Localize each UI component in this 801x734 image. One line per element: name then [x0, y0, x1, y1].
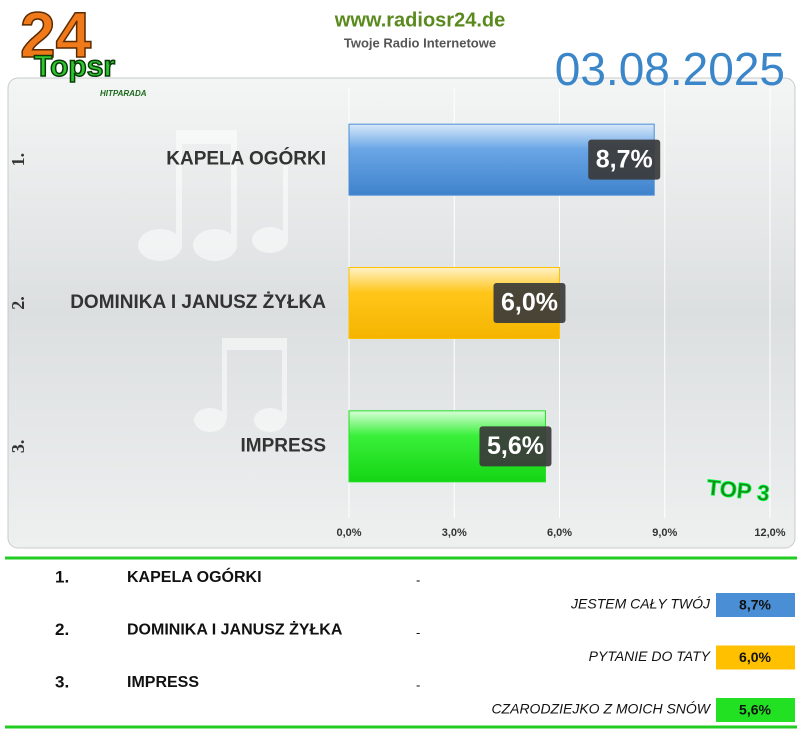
- site: www.radiosr24.de: [334, 9, 505, 31]
- table-value-box: [716, 698, 795, 722]
- table-value-box: [716, 645, 795, 670]
- table-rank: 1.: [55, 567, 69, 586]
- badge: TOP 3: [706, 475, 771, 506]
- table-artist: DOMINIKA I JANUSZ ŻYŁKA: [127, 621, 343, 639]
- table-song: PYTANIE DO TATY: [589, 648, 712, 664]
- value-label: 5,6%: [487, 432, 544, 460]
- table-rank: 2.: [55, 620, 69, 639]
- logo-sub: HITPARADA: [100, 89, 147, 98]
- table-value-box: [716, 593, 795, 617]
- category-label: IMPRESS: [240, 435, 326, 456]
- value-label-box: [493, 283, 566, 323]
- value-label: 6,0%: [501, 289, 558, 317]
- x-tick-label: 12,0%: [754, 527, 785, 539]
- x-tick-label: 3,0%: [442, 527, 467, 539]
- logo-number: 24: [20, 0, 92, 71]
- table-value: 5,6%: [739, 702, 771, 718]
- table-value: 6,0%: [739, 649, 771, 665]
- rank-label: 3.: [8, 440, 28, 454]
- table-value: 8,7%: [739, 597, 771, 613]
- x-tick-label: 9,0%: [652, 527, 677, 539]
- table-dash: -: [416, 677, 420, 692]
- category-label: KAPELA OGÓRKI: [166, 148, 326, 170]
- value-label-box: [479, 426, 552, 467]
- x-tick-label: 0,0%: [336, 527, 361, 539]
- decoration: [138, 130, 288, 432]
- value-label-box: [588, 139, 661, 180]
- rank-label: 1.: [8, 153, 28, 167]
- date: 03.08.2025: [555, 43, 785, 95]
- table-dash: -: [416, 625, 420, 640]
- table-artist: IMPRESS: [127, 674, 199, 691]
- logo-text: Topsr: [34, 50, 115, 83]
- x-tick-label: 6,0%: [547, 527, 572, 539]
- category-label: DOMINIKA I JANUSZ ŻYŁKA: [70, 292, 326, 313]
- rank-label: 2.: [8, 296, 28, 310]
- table-artist: KAPELA OGÓRKI: [127, 567, 262, 586]
- tagline: Twoje Radio Internetowe: [344, 35, 496, 50]
- table-song: JESTEM CAŁY TWÓJ: [570, 596, 711, 612]
- table-rank: 3.: [55, 672, 69, 691]
- table-dash: -: [416, 572, 420, 587]
- table-song: CZARODZIEJKO Z MOICH SNÓW: [491, 701, 711, 717]
- value-label: 8,7%: [596, 145, 653, 173]
